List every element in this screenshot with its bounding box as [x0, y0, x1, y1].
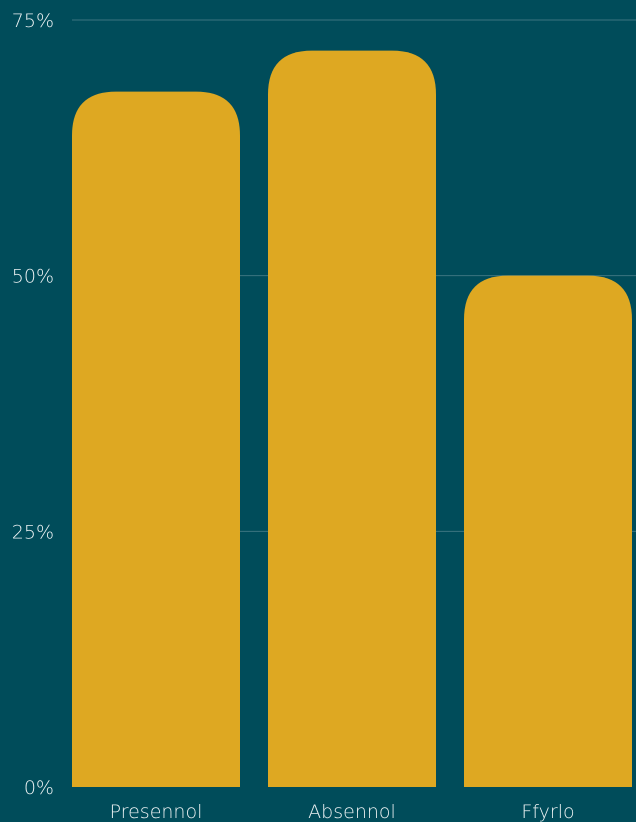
bars [72, 50, 632, 788]
bar-ffyrlo [464, 275, 632, 787]
x-tick-label: Ffyrlo [521, 801, 574, 822]
x-axis: Presennol Absennol Ffyrlo [110, 801, 575, 822]
y-tick-label: 0% [24, 777, 54, 799]
bar-presennol [72, 91, 240, 787]
y-tick-label: 50% [12, 266, 54, 288]
x-tick-label: Presennol [110, 801, 203, 822]
bar-absennol [268, 50, 436, 788]
y-tick-label: 25% [12, 521, 54, 543]
y-axis: 0% 25% 50% 75% [12, 10, 54, 799]
x-tick-label: Absennol [308, 801, 396, 822]
y-tick-label: 75% [12, 10, 54, 32]
